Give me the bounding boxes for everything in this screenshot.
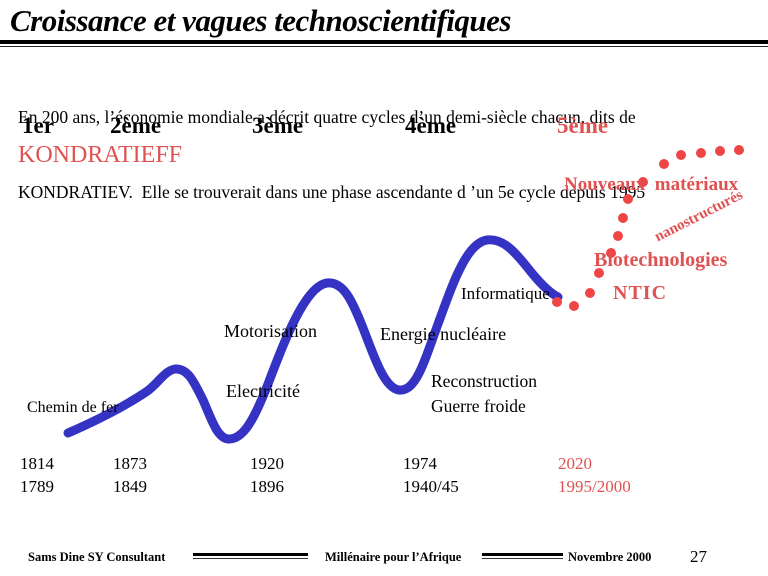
label-chemin-de-fer: Chemin de fer bbox=[27, 399, 119, 416]
peak-year-3: 1920 bbox=[250, 454, 284, 473]
wave-dot bbox=[715, 146, 725, 156]
footer-page-number: 27 bbox=[690, 547, 707, 566]
cycle-ordinal-5: 5ème bbox=[557, 113, 609, 138]
start-year-2: 1849 bbox=[113, 477, 147, 496]
cycle-ordinal-3: 3ème bbox=[252, 113, 304, 138]
footer-divider-left bbox=[193, 553, 308, 559]
wave-dot bbox=[696, 148, 706, 158]
slide-title: Croissance et vagues technoscientifiques bbox=[10, 3, 511, 38]
label-guerre-froide: Guerre froide bbox=[431, 396, 526, 416]
footer-author: Sams Dine SY Consultant bbox=[28, 550, 166, 564]
start-year-1: 1789 bbox=[20, 477, 54, 496]
wave-dot bbox=[659, 159, 669, 169]
label-reconstruction: Reconstruction bbox=[431, 371, 537, 391]
footer-divider-right bbox=[482, 553, 563, 559]
label-informatique: Informatique bbox=[461, 284, 550, 303]
cycle-ordinal-4: 4ème bbox=[405, 113, 457, 138]
label-electricite: Electricité bbox=[226, 381, 300, 401]
start-year-4: 1940/45 bbox=[403, 477, 459, 496]
label-motorisation: Motorisation bbox=[224, 321, 317, 341]
cycle-ordinal-2: 2ème bbox=[110, 113, 162, 138]
label-ntic: NTIC bbox=[613, 282, 668, 304]
footer-event: Millénaire pour l’Afrique bbox=[325, 550, 462, 564]
start-year-3: 1896 bbox=[250, 477, 284, 496]
intro-paragraph: En 200 ans, l’économie mondiale a décrit… bbox=[18, 55, 645, 255]
intro-line-1: En 200 ans, l’économie mondiale a décrit… bbox=[18, 107, 636, 127]
wave-dot bbox=[676, 150, 686, 160]
wave-dot bbox=[552, 297, 562, 307]
intro-line-2: KONDRATIEV. Elle se trouverait dans une … bbox=[18, 182, 646, 202]
label-nouveaux-materiaux: Nouveaux matériaux bbox=[564, 174, 739, 195]
peak-year-5: 2020 bbox=[558, 454, 592, 473]
kondratieff-label: KONDRATIEFF bbox=[18, 142, 183, 168]
start-year-5: 1995/2000 bbox=[558, 477, 631, 496]
footer-date: Novembre 2000 bbox=[568, 550, 652, 564]
wave-dot bbox=[734, 145, 744, 155]
cycle-ordinal-1: 1er bbox=[22, 113, 54, 138]
label-biotechnologies: Biotechnologies bbox=[594, 249, 728, 271]
label-energie-nucleaire: Energie nucléaire bbox=[380, 324, 507, 344]
title-underline-rule bbox=[0, 40, 768, 47]
wave-dot bbox=[569, 301, 579, 311]
wave-dot bbox=[585, 288, 595, 298]
peak-year-2: 1873 bbox=[113, 454, 147, 473]
peak-year-4: 1974 bbox=[403, 454, 437, 473]
peak-year-1: 1814 bbox=[20, 454, 54, 473]
